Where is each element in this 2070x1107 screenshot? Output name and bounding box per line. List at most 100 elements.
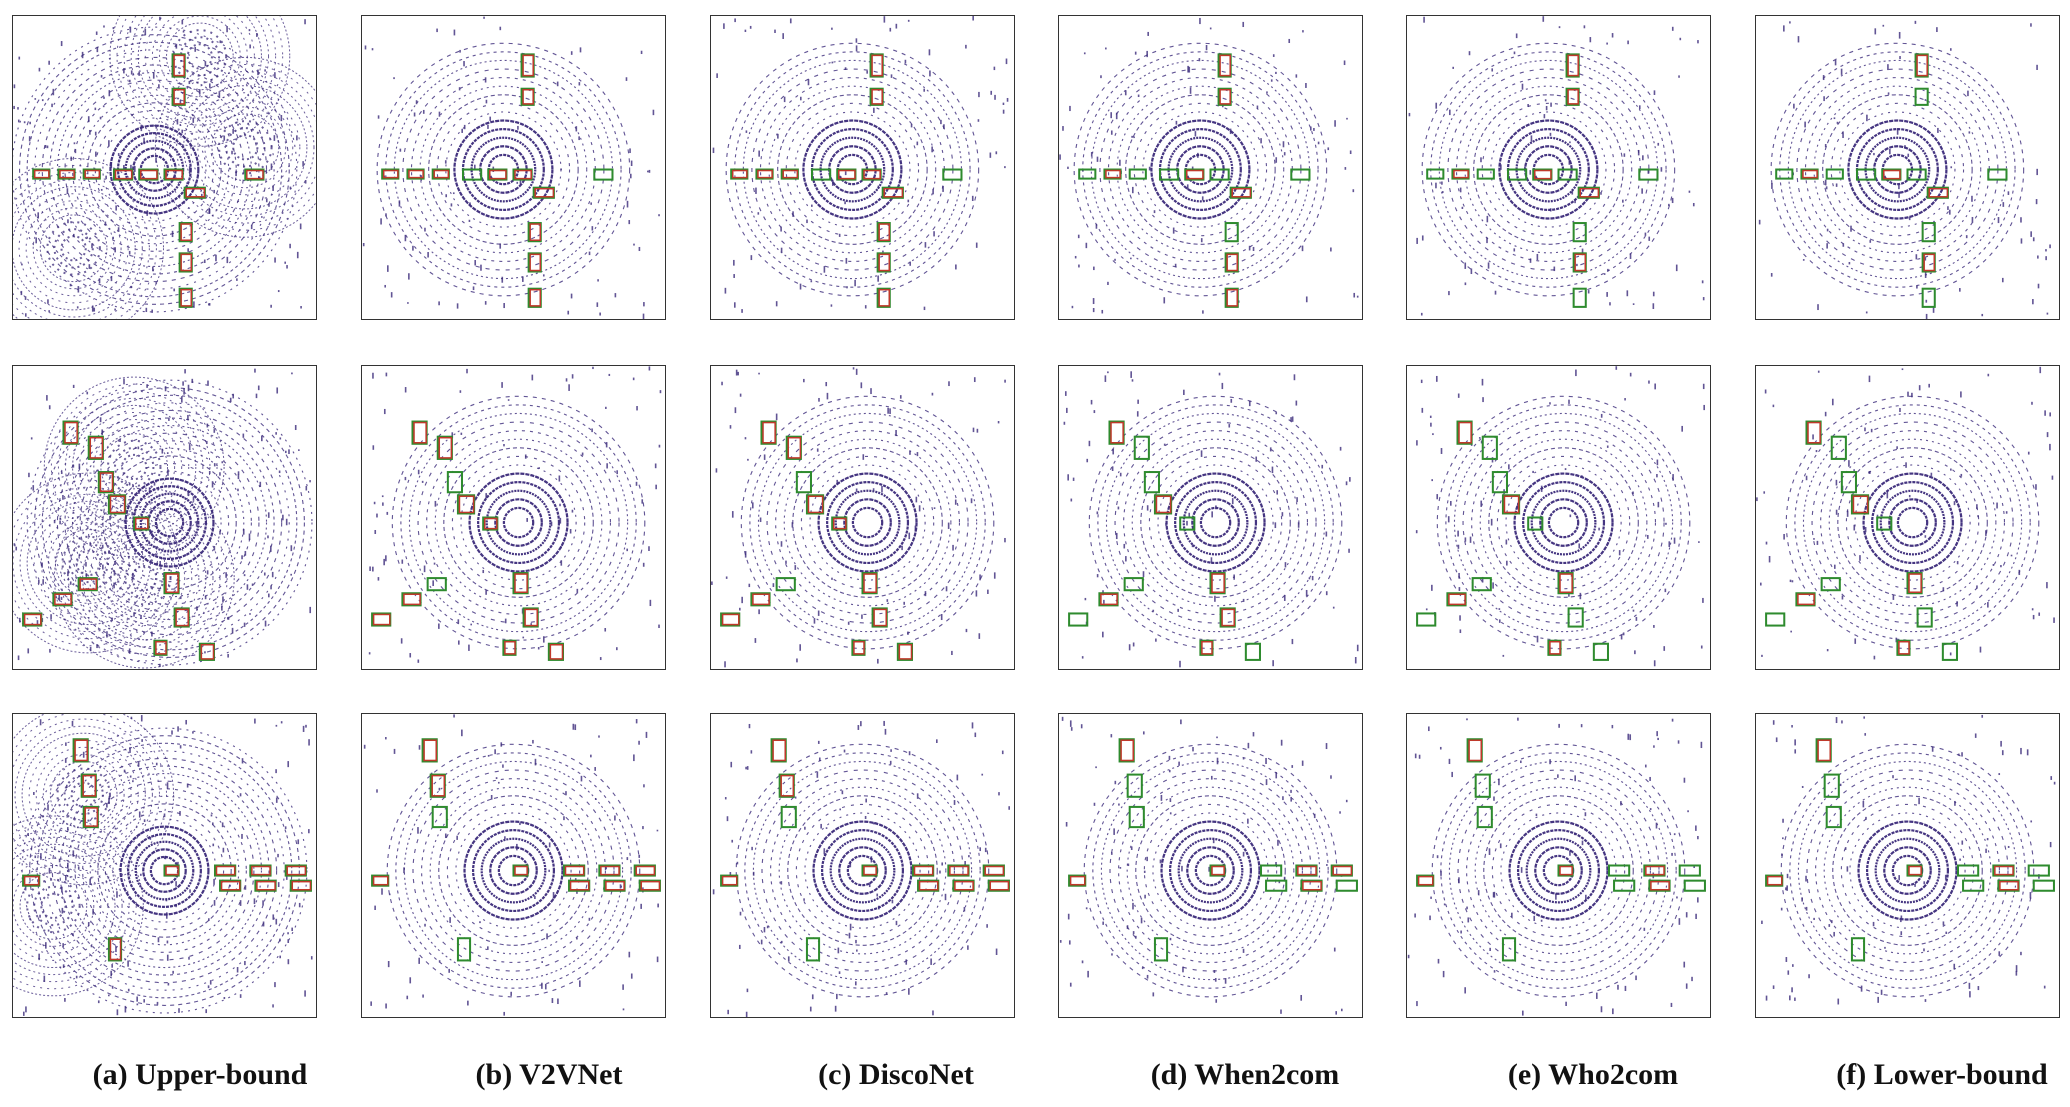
point	[1576, 263, 1578, 267]
scan-ring	[1140, 447, 1291, 598]
point	[1914, 883, 1916, 887]
point	[953, 800, 956, 805]
point	[188, 444, 191, 451]
point	[581, 452, 584, 456]
collaborator-scan-ring	[151, 16, 248, 105]
point	[1954, 800, 1956, 806]
point	[179, 745, 182, 749]
point	[1266, 91, 1268, 94]
point	[277, 290, 280, 293]
scan-ring	[1516, 829, 1601, 913]
point	[1290, 796, 1293, 802]
point	[643, 302, 645, 307]
point	[116, 1009, 119, 1016]
point	[171, 730, 173, 735]
point	[17, 655, 20, 661]
point	[758, 150, 760, 157]
predicted-box	[173, 54, 185, 77]
point-cloud-image	[13, 714, 313, 1016]
point	[74, 149, 77, 154]
predicted-box	[155, 640, 167, 655]
point	[1070, 727, 1073, 731]
scan-ring	[1471, 430, 1657, 616]
point	[1112, 448, 1115, 455]
point	[1898, 184, 1900, 190]
point	[2037, 255, 2039, 259]
scan-ring	[1135, 795, 1286, 946]
point	[2007, 191, 2010, 195]
point	[1345, 481, 1348, 486]
collaborator-scan-ring	[124, 557, 165, 599]
point	[1848, 261, 1851, 265]
predicted-box	[175, 608, 189, 627]
point	[657, 903, 659, 908]
point	[1786, 873, 1789, 879]
scan-ring	[1088, 395, 1343, 650]
lidar-panel-scene-3-b	[361, 713, 666, 1018]
point	[846, 286, 848, 289]
predicted-box	[1650, 880, 1670, 891]
point	[1697, 40, 1699, 44]
point	[1877, 996, 1879, 1003]
point	[1416, 440, 1418, 446]
point	[839, 176, 842, 179]
ground-truth-box	[1678, 864, 1701, 877]
point	[66, 784, 68, 788]
point	[1981, 714, 1984, 718]
point	[149, 836, 152, 840]
point	[648, 366, 651, 371]
scan-ring	[79, 94, 230, 245]
point	[235, 171, 237, 177]
point	[1623, 153, 1626, 157]
point	[1135, 935, 1137, 939]
scan-ring	[1479, 438, 1648, 607]
point	[1606, 42, 1608, 45]
point	[1864, 526, 1867, 533]
collaborator-scan-ring	[93, 426, 176, 508]
point	[1815, 450, 1818, 453]
point	[274, 982, 276, 988]
point	[1275, 71, 1277, 75]
point	[565, 791, 567, 796]
point	[1513, 248, 1516, 252]
point	[626, 548, 629, 552]
point	[193, 301, 195, 308]
point	[1632, 609, 1635, 612]
point	[592, 366, 594, 370]
point	[59, 520, 61, 525]
ground-truth-box	[1825, 805, 1842, 829]
point	[2020, 238, 2023, 244]
point	[127, 960, 129, 967]
ground-truth-box	[1765, 612, 1786, 627]
point	[1101, 309, 1104, 314]
point	[270, 304, 272, 308]
predicted-box	[635, 865, 656, 876]
point	[1458, 587, 1461, 591]
point	[723, 23, 725, 29]
point	[1622, 199, 1624, 203]
point	[163, 813, 166, 818]
point	[648, 169, 651, 173]
point	[1295, 74, 1298, 78]
point	[129, 775, 132, 778]
point	[1305, 589, 1308, 597]
point	[622, 984, 624, 990]
point	[241, 555, 243, 560]
point	[66, 188, 69, 195]
collaborator-scan-ring	[53, 228, 94, 269]
point	[166, 954, 169, 961]
point	[1944, 874, 1947, 880]
point	[1864, 733, 1867, 736]
point	[542, 274, 545, 277]
scan-ring	[1421, 42, 1676, 297]
point	[931, 146, 933, 153]
scan-ring	[1498, 119, 1599, 220]
predicted-box	[1221, 608, 1235, 627]
point	[438, 301, 440, 306]
point	[249, 44, 251, 49]
point	[145, 307, 148, 313]
point	[264, 69, 266, 72]
point	[1833, 564, 1836, 569]
scan-ring	[1488, 447, 1639, 598]
